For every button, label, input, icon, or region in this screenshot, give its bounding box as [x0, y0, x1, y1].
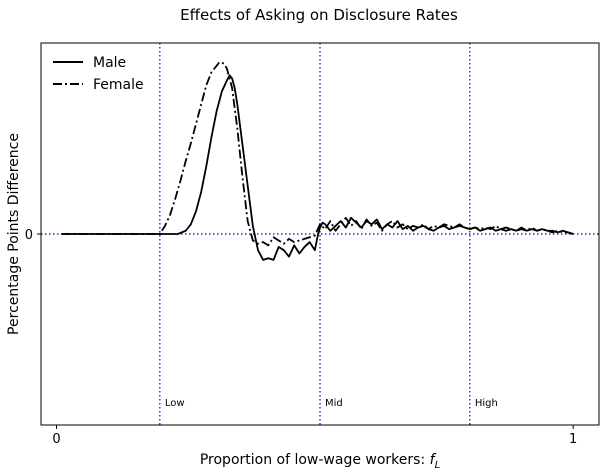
x-axis-label-sub: L: [435, 460, 441, 471]
series-line-male: [61, 74, 574, 261]
y-tick-label: 0: [25, 228, 33, 243]
threshold-label-low: Low: [165, 398, 185, 409]
y-axis-label: Percentage Points Difference: [6, 133, 22, 335]
plot-area: Low Mid High: [41, 43, 599, 425]
legend-label-female: Female: [93, 77, 144, 93]
threshold-label-mid: Mid: [325, 398, 343, 409]
legend: Male Female: [53, 55, 144, 93]
x-axis-label-text: Proportion of low-wage workers:: [200, 452, 430, 468]
x-tick-label: 1: [569, 432, 577, 447]
x-axis-label-math: f: [430, 452, 437, 468]
threshold-label-high: High: [475, 398, 498, 409]
x-axis-label: Proportion of low-wage workers: fL: [200, 452, 440, 471]
x-tick-label: 0: [52, 432, 60, 447]
legend-label-male: Male: [93, 55, 126, 71]
chart-title: Effects of Asking on Disclosure Rates: [180, 6, 458, 24]
